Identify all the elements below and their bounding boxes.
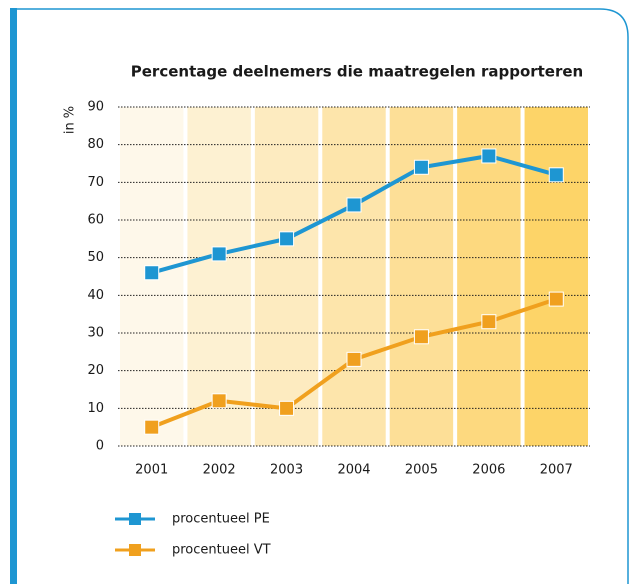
marker bbox=[346, 197, 362, 213]
marker bbox=[211, 393, 227, 409]
marker bbox=[279, 400, 295, 416]
marker bbox=[346, 351, 362, 367]
y-tick-label: 10 bbox=[87, 401, 104, 416]
chart-title: Percentage deelnemers die maatregelen ra… bbox=[131, 63, 583, 81]
y-tick-label: 70 bbox=[87, 175, 104, 190]
marker bbox=[548, 167, 564, 183]
legend-marker bbox=[129, 513, 141, 525]
marker bbox=[211, 246, 227, 262]
x-tick-label: 2001 bbox=[135, 463, 168, 478]
y-tick-label: 80 bbox=[87, 137, 104, 152]
y-tick-label: 30 bbox=[87, 326, 104, 341]
y-tick-label: 60 bbox=[87, 213, 104, 228]
band bbox=[187, 107, 251, 446]
y-axis-label: in % bbox=[63, 106, 78, 134]
x-tick-label: 2007 bbox=[540, 463, 573, 478]
y-tick-label: 90 bbox=[87, 100, 104, 115]
y-tick-label: 0 bbox=[96, 439, 104, 454]
band bbox=[322, 107, 386, 446]
marker bbox=[413, 329, 429, 345]
frame-bar bbox=[10, 8, 17, 584]
band bbox=[524, 107, 588, 446]
x-tick-label: 2002 bbox=[203, 463, 236, 478]
marker bbox=[279, 231, 295, 247]
y-tick-label: 20 bbox=[87, 363, 104, 378]
y-tick-label: 40 bbox=[87, 288, 104, 303]
marker bbox=[144, 265, 160, 281]
marker bbox=[481, 148, 497, 164]
marker bbox=[548, 291, 564, 307]
x-tick-label: 2003 bbox=[270, 463, 303, 478]
marker bbox=[144, 419, 160, 435]
x-tick-label: 2006 bbox=[472, 463, 505, 478]
band bbox=[254, 107, 319, 446]
band bbox=[389, 107, 454, 446]
marker bbox=[481, 314, 497, 330]
x-tick-label: 2004 bbox=[337, 463, 370, 478]
frame-border bbox=[17, 8, 629, 584]
legend-marker bbox=[129, 544, 141, 556]
x-tick-label: 2005 bbox=[405, 463, 438, 478]
legend-label: procentueel PE bbox=[172, 512, 270, 527]
marker bbox=[413, 159, 429, 175]
legend-label: procentueel VT bbox=[172, 543, 271, 558]
y-tick-label: 50 bbox=[87, 250, 104, 265]
